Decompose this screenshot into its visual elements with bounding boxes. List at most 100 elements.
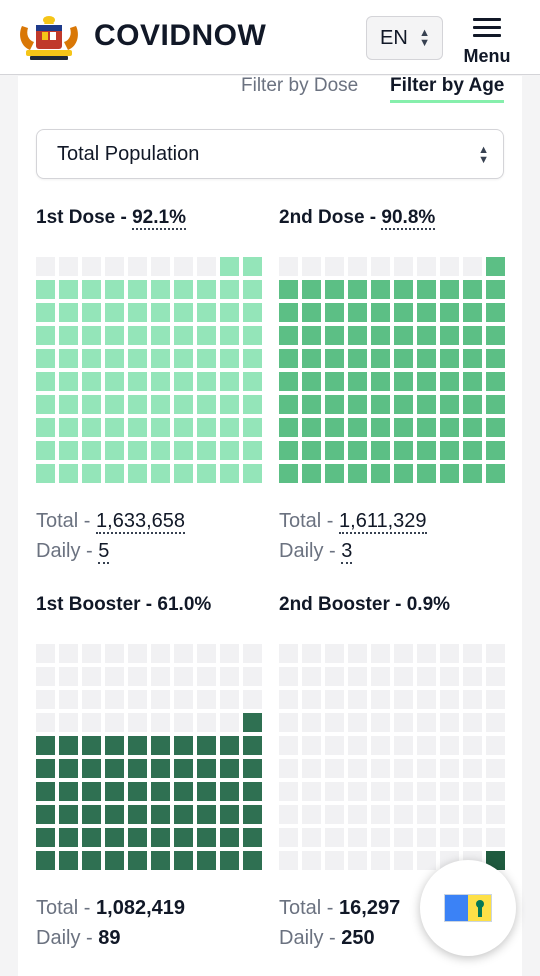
- second-booster-waffle-chart: [279, 644, 505, 870]
- waffle-cell: [302, 828, 321, 847]
- second-dose-daily-value[interactable]: 3: [341, 540, 353, 564]
- waffle-cell: [279, 395, 298, 414]
- tab-filter-by-age[interactable]: Filter by Age: [390, 75, 505, 103]
- first-dose-waffle-chart: [36, 257, 262, 483]
- chevron-up-down-icon: ▲ ▼: [478, 144, 489, 166]
- waffle-cell: [394, 805, 413, 824]
- waffle-cell: [128, 805, 147, 824]
- language-select[interactable]: EN ▲ ▼: [366, 16, 443, 60]
- waffle-cell: [302, 759, 321, 778]
- hamburger-icon: [473, 18, 501, 42]
- waffle-cell: [325, 828, 344, 847]
- waffle-cell: [174, 690, 193, 709]
- waffle-cell: [371, 349, 390, 368]
- waffle-cell: [302, 280, 321, 299]
- waffle-cell: [151, 782, 170, 801]
- waffle-cell: [174, 326, 193, 345]
- waffle-cell: [486, 759, 505, 778]
- population-select[interactable]: Total Population ▲ ▼: [36, 129, 504, 179]
- waffle-cell: [174, 851, 193, 870]
- waffle-cell: [243, 326, 262, 345]
- waffle-cell: [371, 418, 390, 437]
- second-dose-label: 2nd Dose -: [279, 207, 382, 228]
- waffle-cell: [348, 736, 367, 755]
- waffle-cell: [394, 690, 413, 709]
- waffle-cell: [348, 280, 367, 299]
- waffle-cell: [59, 441, 78, 460]
- waffle-cell: [417, 667, 436, 686]
- malaysia-coat-of-arms-logo[interactable]: [16, 12, 82, 62]
- waffle-cell: [417, 464, 436, 483]
- waffle-cell: [197, 257, 216, 276]
- first-dose-daily-value[interactable]: 5: [98, 540, 110, 564]
- waffle-cell: [325, 303, 344, 322]
- waffle-cell: [220, 303, 239, 322]
- state-selector-button[interactable]: [420, 860, 516, 956]
- waffle-cell: [105, 441, 124, 460]
- second-dose-total-value[interactable]: 1,611,329: [339, 510, 427, 534]
- waffle-cell: [82, 464, 101, 483]
- second-dose-percentage[interactable]: 90.8%: [381, 207, 436, 230]
- waffle-cell: [243, 690, 262, 709]
- waffle-cell: [302, 441, 321, 460]
- waffle-cell: [220, 257, 239, 276]
- waffle-cell: [36, 805, 55, 824]
- waffle-cell: [82, 759, 101, 778]
- waffle-cell: [220, 418, 239, 437]
- second-dose-total-label: Total -: [279, 510, 340, 532]
- waffle-cell: [82, 713, 101, 732]
- first-dose-title: 1st Dose - 92.1%: [36, 207, 186, 230]
- waffle-cell: [128, 349, 147, 368]
- waffle-cell: [394, 326, 413, 345]
- first-dose-daily: Daily - 5: [36, 540, 110, 564]
- waffle-cell: [243, 280, 262, 299]
- waffle-cell: [394, 759, 413, 778]
- waffle-cell: [417, 349, 436, 368]
- waffle-cell: [325, 349, 344, 368]
- waffle-cell: [440, 828, 459, 847]
- waffle-cell: [279, 667, 298, 686]
- waffle-cell: [243, 667, 262, 686]
- waffle-cell: [279, 805, 298, 824]
- waffle-cell: [371, 644, 390, 663]
- waffle-cell: [279, 690, 298, 709]
- waffle-cell: [302, 395, 321, 414]
- waffle-cell: [486, 303, 505, 322]
- waffle-cell: [325, 644, 344, 663]
- waffle-cell: [82, 782, 101, 801]
- waffle-cell: [151, 395, 170, 414]
- waffle-cell: [440, 257, 459, 276]
- waffle-cell: [348, 667, 367, 686]
- waffle-cell: [440, 303, 459, 322]
- waffle-cell: [82, 418, 101, 437]
- second-dose-daily-label: Daily -: [279, 540, 342, 562]
- waffle-cell: [59, 257, 78, 276]
- waffle-cell: [151, 644, 170, 663]
- second-booster-total-label: Total -: [279, 897, 340, 919]
- waffle-cell: [279, 441, 298, 460]
- waffle-cell: [105, 303, 124, 322]
- waffle-cell: [105, 349, 124, 368]
- waffle-cell: [36, 372, 55, 391]
- waffle-cell: [440, 464, 459, 483]
- waffle-cell: [197, 667, 216, 686]
- waffle-cell: [197, 441, 216, 460]
- waffle-cell: [174, 828, 193, 847]
- waffle-cell: [243, 372, 262, 391]
- waffle-cell: [105, 418, 124, 437]
- waffle-cell: [82, 690, 101, 709]
- waffle-cell: [486, 349, 505, 368]
- waffle-cell: [151, 736, 170, 755]
- app-title[interactable]: COVIDNOW: [94, 19, 267, 52]
- waffle-cell: [243, 736, 262, 755]
- waffle-cell: [59, 690, 78, 709]
- menu-button[interactable]: Menu: [460, 16, 514, 66]
- waffle-cell: [279, 349, 298, 368]
- waffle-cell: [36, 257, 55, 276]
- waffle-cell: [325, 667, 344, 686]
- first-dose-percentage[interactable]: 92.1%: [132, 207, 186, 230]
- first-dose-total-value[interactable]: 1,633,658: [96, 510, 186, 534]
- waffle-cell: [394, 644, 413, 663]
- tab-filter-by-dose[interactable]: Filter by Dose: [241, 75, 359, 96]
- waffle-cell: [174, 418, 193, 437]
